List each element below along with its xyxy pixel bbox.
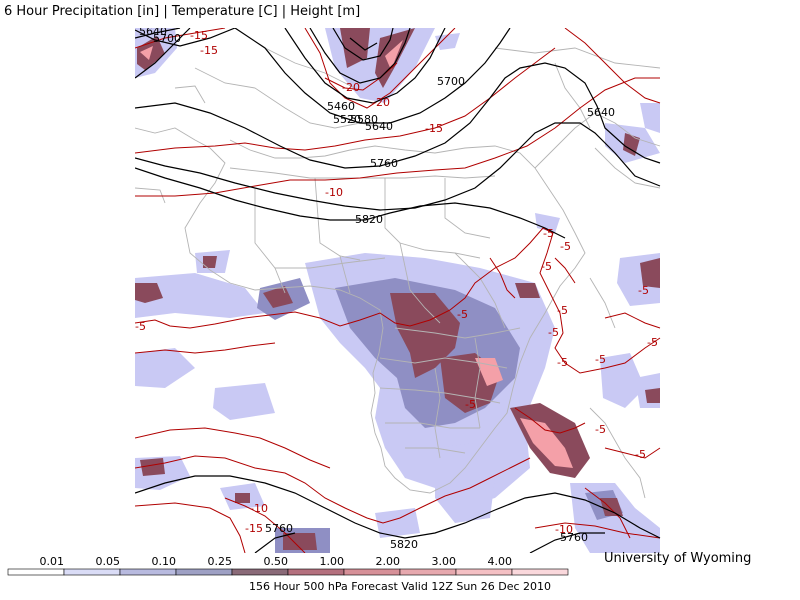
temperature-label: -5: [541, 260, 552, 273]
height-label: 5760: [370, 157, 398, 170]
legend-threshold-label: 1.00: [320, 555, 345, 568]
temperature-label: -5: [595, 423, 606, 436]
temperature-label: -5: [457, 308, 468, 321]
height-label: 5640: [365, 120, 393, 133]
temperature-label: -10: [555, 523, 573, 536]
legend-swatch: [231, 568, 289, 576]
temperature-label: -15: [190, 29, 208, 42]
temperature-label: -5: [548, 326, 559, 339]
height-label: 5640: [139, 28, 167, 38]
legend-threshold-label: 3.00: [432, 555, 457, 568]
temperature-label: -10: [325, 186, 343, 199]
legend-swatch: [455, 568, 513, 576]
temperature-label: -5: [135, 320, 146, 333]
temperature-label: -20: [342, 81, 360, 94]
precip-legend: 0.01 0.05 0.10 0.25 0.50 1.00 2.00 3.00 4.00: [7, 555, 569, 576]
legend-threshold-label: 0.50: [264, 555, 289, 568]
temperature-label: -15: [245, 522, 263, 535]
forecast-map: 5640 5700 5460 5520 5580 5640 5700 5640 …: [135, 28, 665, 553]
legend-swatches: [7, 568, 569, 576]
height-label: 5820: [355, 213, 383, 226]
legend-swatch: [287, 568, 345, 576]
temperature-label: -10: [250, 502, 268, 515]
temperature-labels: -15 -15 -20 -20 -15 -10 -5 -5 -5 -5 -5 -…: [135, 29, 658, 536]
height-label: 5760: [265, 522, 293, 535]
credit-text: University of Wyoming: [604, 551, 752, 566]
country-borders: [135, 47, 661, 499]
temperature-label: -5: [465, 398, 476, 411]
height-labels: 5640 5700 5460 5520 5580 5640 5700 5640 …: [139, 28, 615, 551]
height-label: 5700: [153, 32, 181, 45]
legend-swatch: [343, 568, 401, 576]
height-label: 5700: [437, 75, 465, 88]
temperature-label: -5: [557, 304, 568, 317]
legend-threshold-label: 0.25: [208, 555, 233, 568]
legend-swatch: [63, 568, 121, 576]
height-label: 5460: [327, 100, 355, 113]
temperature-contours: [135, 28, 661, 553]
height-contours: [135, 28, 661, 553]
temperature-label: -5: [543, 227, 554, 240]
height-label: 5760: [560, 531, 588, 544]
temperature-label: -20: [372, 96, 390, 109]
forecast-caption: 156 Hour 500 hPa Forecast Valid 12Z Sun …: [248, 580, 552, 593]
height-label: 5820: [390, 538, 418, 551]
legend-swatch: [399, 568, 457, 576]
temperature-label: -5: [647, 336, 658, 349]
legend-swatch: [511, 568, 569, 576]
legend-threshold-label: 2.00: [376, 555, 401, 568]
temperature-label: -5: [595, 353, 606, 366]
legend-threshold-label: 4.00: [488, 555, 513, 568]
height-label: 5580: [350, 113, 378, 126]
temperature-label: -15: [425, 122, 443, 135]
temperature-label: -5: [638, 284, 649, 297]
legend-labels: 0.01 0.05 0.10 0.25 0.50 1.00 2.00 3.00 4.00: [40, 555, 513, 568]
legend-threshold-label: 0.05: [96, 555, 121, 568]
precipitation-areas: [135, 28, 660, 553]
temperature-label: -5: [560, 240, 571, 253]
height-label: 5640: [587, 106, 615, 119]
height-label: 5520: [333, 113, 361, 126]
temperature-label: -15: [200, 44, 218, 57]
legend-threshold-label: 0.10: [152, 555, 177, 568]
legend-swatch: [175, 568, 233, 576]
legend-swatch: [7, 568, 65, 576]
legend-swatch: [119, 568, 177, 576]
legend-threshold-label: 0.01: [40, 555, 65, 568]
map-title: 6 Hour Precipitation [in] | Temperature …: [4, 4, 361, 19]
temperature-label: -5: [635, 448, 646, 461]
temperature-label: -5: [557, 356, 568, 369]
